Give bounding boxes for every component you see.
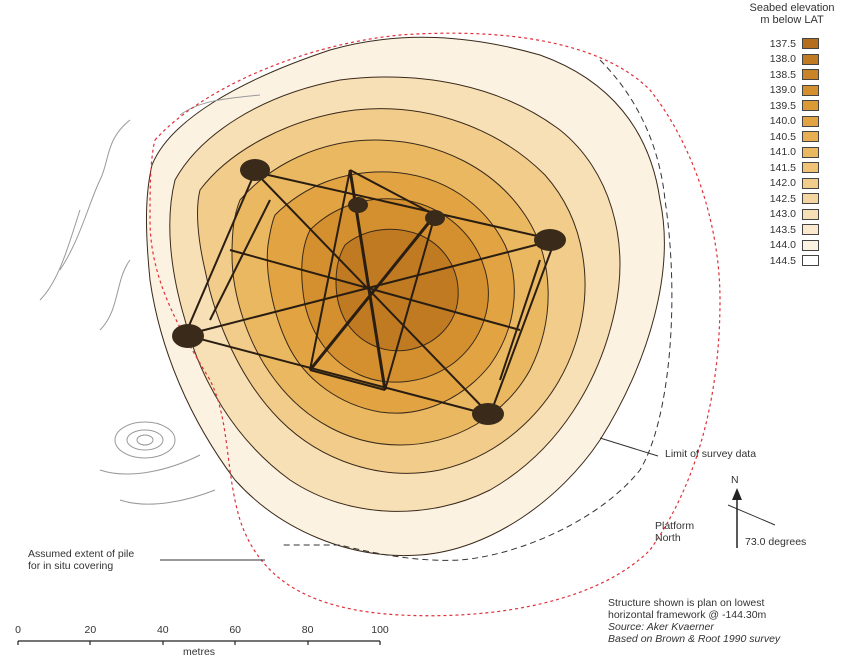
note-line3: Source: Aker Kvaerner: [608, 621, 714, 633]
legend-level-label: 140.0: [769, 115, 796, 128]
legend-level-label: 142.0: [769, 177, 796, 190]
legend-swatch: [802, 100, 819, 112]
platform-north-line2: North: [655, 532, 681, 544]
pile-ne: [534, 229, 566, 251]
legend-level-label: 144.0: [769, 239, 796, 252]
pile-extent-line1: Assumed extent of pile: [28, 548, 135, 560]
scale-tick-label: 0: [15, 624, 21, 636]
legend-level-label: 137.5: [769, 37, 796, 50]
legend-level-label: 143.5: [769, 223, 796, 236]
legend-row: 138.5: [752, 67, 862, 83]
legend-swatch: [802, 146, 819, 158]
note-line1: Structure shown is plan on lowest: [608, 597, 765, 609]
legend-level-label: 141.0: [769, 146, 796, 159]
annotation-leaders: [160, 437, 776, 561]
legend-level-label: 139.0: [769, 84, 796, 97]
rotation-label: 73.0 degrees: [745, 536, 807, 548]
legend-swatch: [802, 224, 819, 236]
legend-row: 140.5: [752, 129, 862, 145]
legend-swatch: [802, 115, 819, 127]
legend-level-label: 138.0: [769, 53, 796, 66]
survey-limit: [280, 59, 673, 561]
scale-bar: [17, 640, 381, 645]
legend-swatch: [802, 38, 819, 50]
pile-extent-label: Assumed extent of pile for in situ cover…: [28, 548, 134, 572]
north-letter: N: [731, 474, 739, 486]
scale-tick-label: 100: [371, 624, 389, 636]
legend-row: 137.5: [752, 36, 862, 52]
legend-row: 141.5: [752, 160, 862, 176]
elevation-zones: [145, 36, 665, 557]
note-line4: Based on Brown & Root 1990 survey: [608, 633, 781, 645]
note-line2: horizontal framework @ -144.30m: [608, 609, 767, 621]
legend-title-line2: m below LAT: [760, 14, 824, 26]
legend-row: 138.0: [752, 52, 862, 68]
survey-limit-label: Limit of survey data: [665, 448, 757, 460]
legend-level-label: 138.5: [769, 68, 796, 81]
platform-north-line1: Platform: [655, 520, 695, 532]
legend-swatch: [802, 177, 819, 189]
pile-sw: [172, 324, 204, 348]
legend-title: Seabed elevation m below LAT: [724, 2, 860, 26]
zone-138: [335, 228, 459, 352]
legend-row: 143.0: [752, 207, 862, 223]
legend-swatch: [802, 84, 819, 96]
legend-row: 141.0: [752, 145, 862, 161]
scale-unit: metres: [182, 646, 216, 658]
legend-swatch: [802, 255, 819, 267]
pile-inner-e: [425, 210, 445, 226]
legend-level-label: 143.0: [769, 208, 796, 221]
legend-level-label: 139.5: [769, 99, 796, 112]
legend-swatch: [802, 193, 819, 205]
outer-contours: [39, 94, 261, 505]
legend-title-line1: Seabed elevation: [749, 2, 835, 14]
elevation-legend: 137.5 138.0 138.5 139.0 139.5 140.0 140.5 141.0…: [752, 36, 862, 269]
pile-se: [472, 403, 504, 425]
platform-north-label: Platform North: [655, 520, 694, 544]
pile-clusters: [172, 159, 566, 425]
legend-swatch: [802, 208, 819, 220]
scale-tick-label: 20: [84, 624, 97, 636]
legend-level-label: 141.5: [769, 161, 796, 174]
scale-tick-label: 80: [301, 624, 314, 636]
legend-row: 140.0: [752, 114, 862, 130]
legend-row: 144.5: [752, 253, 862, 269]
legend-swatch: [802, 131, 819, 143]
legend-swatch: [802, 69, 819, 81]
legend-row: 143.5: [752, 222, 862, 238]
scale-tick-label: 60: [229, 624, 242, 636]
legend-row: 142.5: [752, 191, 862, 207]
pile-nw: [240, 159, 270, 181]
legend-swatch: [802, 239, 819, 251]
legend-row: 142.0: [752, 176, 862, 192]
legend-row: 139.0: [752, 83, 862, 99]
scale-tick-label: 40: [156, 624, 169, 636]
legend-row: 139.5: [752, 98, 862, 114]
source-notes: Structure shown is plan on lowest horizo…: [608, 597, 780, 645]
pile-inner-n: [348, 197, 368, 213]
pile-extent-line2: for in situ covering: [28, 560, 114, 572]
legend-row: 144.0: [752, 238, 862, 254]
north-arrow: [732, 488, 742, 548]
legend-level-label: 142.5: [769, 192, 796, 205]
legend-swatch: [802, 53, 819, 65]
pile-boundary: [149, 32, 721, 617]
legend-level-label: 144.5: [769, 254, 796, 267]
legend-level-label: 140.5: [769, 130, 796, 143]
legend-swatch: [802, 162, 819, 174]
